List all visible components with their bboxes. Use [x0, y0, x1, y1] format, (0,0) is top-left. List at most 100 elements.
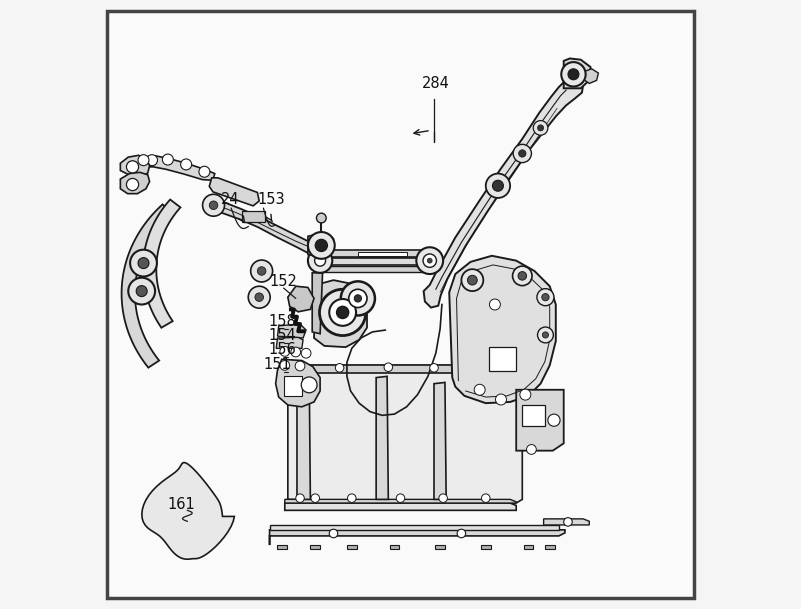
Circle shape [518, 150, 526, 157]
Polygon shape [522, 405, 545, 426]
Text: 156: 156 [268, 342, 296, 357]
Circle shape [542, 332, 549, 338]
Text: 153: 153 [257, 192, 285, 207]
Circle shape [311, 494, 320, 502]
Circle shape [513, 144, 531, 163]
Circle shape [296, 494, 304, 502]
Polygon shape [310, 545, 320, 549]
Polygon shape [564, 58, 590, 88]
Circle shape [336, 306, 348, 319]
Polygon shape [142, 462, 235, 559]
Circle shape [354, 295, 361, 302]
Circle shape [280, 347, 290, 356]
Circle shape [427, 258, 433, 263]
Circle shape [248, 286, 270, 308]
Circle shape [280, 361, 290, 370]
Polygon shape [320, 250, 429, 257]
Polygon shape [314, 280, 367, 347]
Circle shape [493, 180, 503, 191]
Circle shape [301, 348, 311, 358]
Circle shape [251, 260, 272, 282]
FancyBboxPatch shape [107, 11, 694, 598]
Circle shape [533, 121, 548, 135]
Circle shape [526, 445, 537, 454]
Circle shape [439, 494, 448, 502]
Polygon shape [583, 69, 598, 83]
Circle shape [136, 286, 147, 297]
Circle shape [316, 239, 328, 252]
Circle shape [489, 299, 501, 310]
Polygon shape [285, 503, 516, 510]
Polygon shape [376, 376, 388, 499]
Circle shape [130, 250, 157, 276]
Circle shape [329, 529, 338, 538]
Circle shape [291, 347, 300, 357]
Circle shape [138, 155, 149, 166]
Polygon shape [308, 233, 333, 257]
Circle shape [396, 494, 405, 502]
Circle shape [127, 161, 139, 173]
Polygon shape [424, 78, 583, 308]
Circle shape [320, 289, 366, 336]
Polygon shape [277, 324, 306, 338]
Polygon shape [288, 365, 522, 503]
Polygon shape [120, 155, 150, 177]
Circle shape [336, 364, 344, 372]
Circle shape [568, 69, 579, 80]
Polygon shape [122, 205, 172, 368]
Circle shape [301, 377, 317, 393]
Text: 161: 161 [168, 496, 195, 512]
Polygon shape [284, 376, 302, 396]
Circle shape [481, 494, 490, 502]
Circle shape [315, 255, 325, 266]
Circle shape [429, 364, 438, 372]
Circle shape [255, 293, 264, 301]
Circle shape [384, 363, 392, 371]
Circle shape [348, 289, 367, 308]
Circle shape [537, 327, 553, 343]
Polygon shape [276, 359, 320, 407]
Circle shape [127, 178, 139, 191]
Polygon shape [320, 258, 429, 265]
Polygon shape [389, 545, 399, 549]
Polygon shape [481, 545, 491, 549]
Circle shape [457, 529, 465, 538]
Polygon shape [312, 273, 323, 334]
Circle shape [548, 414, 560, 426]
Polygon shape [434, 382, 446, 499]
Circle shape [474, 384, 485, 395]
Circle shape [520, 389, 531, 400]
Circle shape [329, 299, 356, 326]
Polygon shape [211, 200, 314, 255]
Circle shape [541, 294, 549, 301]
Circle shape [537, 125, 544, 131]
Circle shape [128, 278, 155, 304]
Polygon shape [143, 200, 180, 328]
Circle shape [340, 281, 375, 315]
Circle shape [316, 213, 326, 223]
Circle shape [348, 494, 356, 502]
Polygon shape [516, 390, 564, 451]
Text: 152: 152 [270, 274, 297, 289]
Text: 154: 154 [268, 328, 296, 343]
Circle shape [496, 394, 506, 405]
Circle shape [562, 62, 586, 86]
Polygon shape [130, 156, 215, 180]
Circle shape [147, 155, 158, 166]
Text: 151: 151 [264, 357, 292, 372]
Polygon shape [297, 368, 310, 499]
Circle shape [203, 194, 224, 216]
Polygon shape [489, 347, 516, 371]
Polygon shape [242, 211, 265, 222]
Polygon shape [285, 499, 516, 503]
Polygon shape [209, 178, 260, 206]
Circle shape [199, 166, 210, 177]
Circle shape [423, 254, 437, 267]
Polygon shape [270, 530, 565, 545]
Polygon shape [545, 545, 554, 549]
Circle shape [461, 269, 483, 291]
Polygon shape [347, 545, 356, 549]
Circle shape [308, 232, 335, 259]
Text: 24: 24 [221, 192, 239, 207]
Text: 158: 158 [268, 314, 296, 329]
